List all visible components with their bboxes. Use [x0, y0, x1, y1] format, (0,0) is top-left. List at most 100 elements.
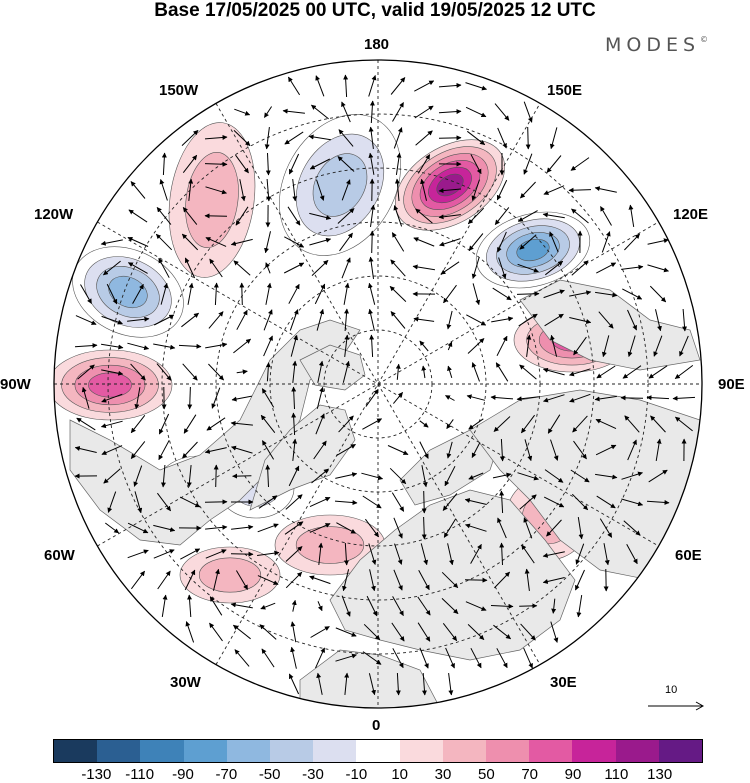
wind-arrow [649, 285, 667, 303]
wind-arrow [571, 260, 589, 276]
wind-arrow [204, 134, 228, 140]
wind-arrow [101, 315, 123, 325]
wind-arrow [127, 316, 150, 322]
wind-arrow [316, 179, 325, 201]
wind-arrow [287, 206, 301, 226]
wind-arrow [179, 496, 201, 508]
wind-arrow [414, 80, 435, 92]
wind-arrow [596, 365, 616, 379]
positive-anomaly-contour [88, 372, 132, 398]
wind-arrow [601, 231, 611, 253]
wind-arrow [160, 464, 166, 488]
wind-arrow [443, 284, 457, 304]
wind-arrow [153, 314, 175, 326]
wind-arrow [344, 334, 350, 357]
colorbar-tick-label: 110 [604, 766, 629, 783]
wind-arrow [465, 601, 487, 611]
wind-arrow [317, 360, 324, 383]
wind-arrow [419, 420, 429, 428]
wind-arrow [470, 154, 482, 175]
wind-arrow [650, 415, 666, 433]
wind-arrow [259, 624, 277, 640]
wind-arrow [413, 316, 435, 322]
wind-arrow [316, 672, 323, 695]
wind-arrow [494, 207, 510, 225]
wind-arrow [391, 622, 405, 642]
wind-arrow [569, 317, 592, 324]
wind-arrow [101, 343, 124, 350]
wind-arrow [575, 543, 585, 565]
wind-arrow [233, 130, 251, 146]
wind-arrow [547, 414, 561, 434]
wind-arrow [628, 204, 635, 227]
wind-arrow [187, 282, 194, 305]
lon-label-60e: 60E [675, 547, 702, 564]
wind-arrow [465, 106, 487, 118]
wind-arrow [74, 446, 97, 453]
wind-arrow [285, 494, 303, 510]
wind-arrow [127, 262, 148, 274]
colorbar-swatch [356, 740, 400, 762]
colorbar-swatch [442, 740, 487, 762]
wind-arrow [519, 364, 537, 380]
wind-arrow [419, 340, 429, 352]
wind-arrow [569, 368, 591, 377]
wind-arrow [466, 314, 487, 326]
wind-arrow [573, 440, 587, 460]
wind-arrow [362, 495, 382, 509]
wind-arrow [601, 335, 610, 358]
colorbar-tick-label: -30 [302, 766, 324, 783]
wind-arrow [186, 465, 192, 488]
wind-arrow [443, 518, 457, 538]
wind-arrow [624, 415, 640, 433]
wind-arrow [315, 413, 325, 435]
wind-arrow [521, 544, 535, 564]
colorbar-tick-label: -130 [81, 766, 112, 783]
wind-arrow [182, 441, 198, 459]
lon-label-150w: 150W [159, 82, 199, 99]
wind-arrow [341, 179, 351, 201]
wind-arrow [231, 395, 252, 402]
wind-arrow [543, 394, 565, 403]
wind-arrow [213, 464, 219, 488]
wind-arrow [208, 311, 224, 329]
wind-arrow [391, 232, 405, 252]
colorbar-tick-label: 50 [477, 766, 495, 783]
wind-arrow [655, 438, 662, 461]
wind-arrow [543, 289, 565, 299]
wind-arrow [231, 445, 253, 454]
colorbar-swatch [529, 740, 573, 762]
wind-arrow [550, 439, 559, 461]
wind-arrow [204, 161, 228, 167]
wind-arrow [130, 363, 146, 381]
wind-arrow [291, 412, 297, 436]
wind-arrow [603, 543, 610, 566]
wind-arrow [471, 362, 480, 382]
wind-arrow [571, 208, 589, 224]
wind-arrow [438, 188, 462, 194]
wind-arrow [153, 549, 175, 559]
wind-arrow [419, 647, 429, 669]
wind-arrow [419, 441, 429, 459]
wind-arrow [185, 621, 195, 643]
wind-arrow [595, 473, 618, 480]
wind-arrow [491, 316, 514, 323]
wind-arrow [314, 283, 326, 305]
wind-arrow [77, 364, 95, 380]
wind-arrow [496, 179, 508, 201]
wind-arrow [413, 237, 435, 247]
wind-arrow [390, 311, 406, 329]
wind-arrow [517, 263, 539, 273]
wind-arrow [492, 287, 512, 301]
wind-arrow [368, 543, 377, 565]
wind-arrow [393, 392, 403, 404]
wind-arrow [182, 363, 198, 381]
colorbar-tick-label: -110 [125, 766, 155, 783]
wind-arrow [520, 623, 536, 641]
wind-arrow [393, 127, 403, 149]
wind-arrow [290, 646, 297, 669]
wind-arrow [468, 472, 484, 480]
wind-arrow [446, 441, 453, 459]
wind-arrow [622, 365, 642, 379]
wind-arrow [209, 258, 223, 278]
